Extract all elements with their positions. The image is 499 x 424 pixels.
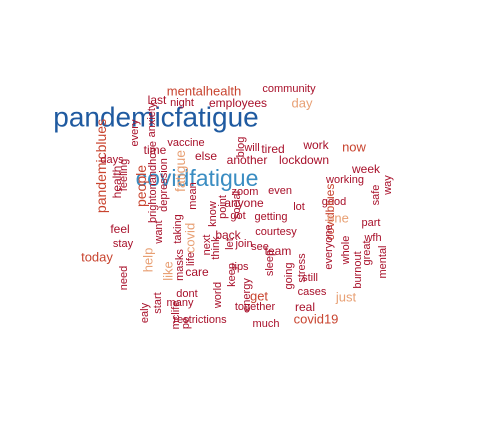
word-night: night [170, 97, 194, 109]
word-part: part [362, 217, 381, 229]
word-stress: stress [296, 253, 308, 283]
word-whole: whole [340, 236, 352, 266]
word-cases: cases [298, 286, 327, 298]
word-next: next [201, 235, 213, 256]
word-mental: mental [377, 245, 389, 278]
word-will: will [243, 142, 259, 154]
word-ealy: ealy [139, 302, 151, 323]
word-safe: safe [370, 185, 382, 206]
word-mean: mean [187, 182, 199, 210]
word-great: great [361, 240, 373, 265]
word-courtesy: courtesy [255, 226, 297, 238]
word-together: together [235, 301, 276, 313]
word-many: many [167, 297, 194, 309]
word-life: life [185, 252, 197, 266]
word-health: health [110, 166, 124, 199]
word-employees: employees [209, 96, 267, 110]
word-pandemicblues: pandemicblues [93, 119, 109, 213]
word-blog: blog [235, 137, 247, 158]
word-fatigue: fatigue [172, 150, 188, 192]
word-mentalhealth: mentalhealth [167, 84, 241, 99]
word-good: good [322, 196, 346, 208]
word-time: time [144, 143, 167, 157]
word-got: got [230, 210, 245, 222]
word-days: days [100, 154, 124, 166]
word-help: help [141, 248, 156, 273]
word-real: real [295, 300, 315, 314]
word-brightonandhove: brightonandhove [147, 141, 159, 223]
word-restrictions: restrictions [173, 314, 227, 326]
word-wfh: wfh [363, 232, 381, 244]
word-stay: stay [113, 238, 134, 250]
word-week: week [351, 162, 381, 176]
word-zoom: zoom [232, 186, 259, 198]
word-another: another [227, 153, 268, 167]
word-work: work [302, 138, 329, 152]
word-sleep: sleep [264, 250, 276, 276]
word-like: like [161, 261, 176, 281]
word-taking: taking [172, 214, 184, 243]
word-everyone: everyone [323, 224, 335, 269]
word-see: see [251, 241, 269, 253]
word-one: one [327, 211, 349, 226]
word-even: even [268, 185, 292, 197]
word-point: point [217, 195, 229, 219]
word-vaccine: vaccine [167, 137, 204, 149]
word-going: going [283, 263, 295, 290]
word-tips: tips [231, 261, 249, 273]
word-anyone: anyone [224, 196, 264, 210]
word-covidfatigue: covidfatigue [136, 165, 259, 191]
word-covid: covid [183, 223, 198, 253]
word-lockdown: lockdown [279, 153, 329, 167]
word-dont: dont [176, 288, 197, 300]
word-today: today [81, 250, 113, 265]
word-community: community [262, 83, 316, 95]
word-keep: keep [226, 263, 238, 287]
word-care: care [185, 265, 209, 279]
word-last: last [148, 93, 167, 107]
word-way: way [382, 175, 394, 196]
word-mclife: mclife [170, 301, 182, 330]
word-team: team [265, 244, 292, 258]
word-get: get [250, 289, 268, 304]
word-masks: masks [174, 249, 186, 281]
word-still: still [302, 272, 318, 284]
word-social: social [231, 191, 243, 219]
word-know: know [207, 201, 219, 227]
word-tired: tired [261, 142, 284, 156]
word-every: every [129, 119, 141, 146]
word-now: now [342, 140, 366, 155]
word-covid19: covid19 [294, 312, 339, 327]
word-feel: feel [110, 222, 129, 236]
word-getting: getting [254, 211, 287, 223]
word-people: people [133, 165, 149, 207]
word-need: need [118, 266, 130, 290]
word-world: world [212, 282, 224, 309]
word-anxiety: anxiety [146, 102, 158, 137]
word-lot: lot [293, 201, 305, 213]
word-covidblues: covidblues [323, 184, 337, 241]
word-pandemicfatigue: pandemicfatigue [53, 102, 258, 133]
word-else: else [195, 149, 217, 163]
word-depression: depression [158, 158, 170, 212]
word-start: start [152, 292, 164, 313]
word-pe: pe [180, 317, 192, 329]
word-let: let [224, 238, 236, 250]
word-burnout: burnout [352, 251, 364, 288]
word-feeling: feeling [118, 159, 130, 191]
word-much: much [253, 318, 280, 330]
word-just: just [335, 290, 357, 305]
word-join: join [234, 238, 252, 250]
word-want: want [153, 220, 165, 244]
word-day: day [292, 96, 313, 111]
word-think: think [210, 236, 222, 260]
word-working: working [325, 174, 364, 186]
word-energy: energy [241, 278, 253, 312]
word-back: back [215, 228, 241, 242]
